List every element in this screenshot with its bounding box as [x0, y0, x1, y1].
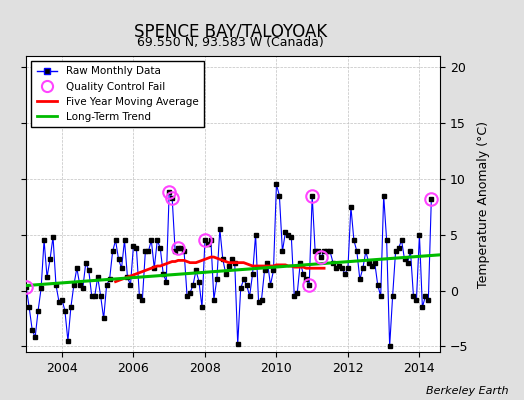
- Y-axis label: Temperature Anomaly (°C): Temperature Anomaly (°C): [477, 120, 490, 288]
- Text: 69.550 N, 93.583 W (Canada): 69.550 N, 93.583 W (Canada): [137, 36, 324, 49]
- Text: Berkeley Earth: Berkeley Earth: [426, 386, 508, 396]
- Legend: Raw Monthly Data, Quality Control Fail, Five Year Moving Average, Long-Term Tren: Raw Monthly Data, Quality Control Fail, …: [31, 61, 204, 127]
- Text: SPENCE BAY/TALOYOAK: SPENCE BAY/TALOYOAK: [134, 22, 327, 40]
